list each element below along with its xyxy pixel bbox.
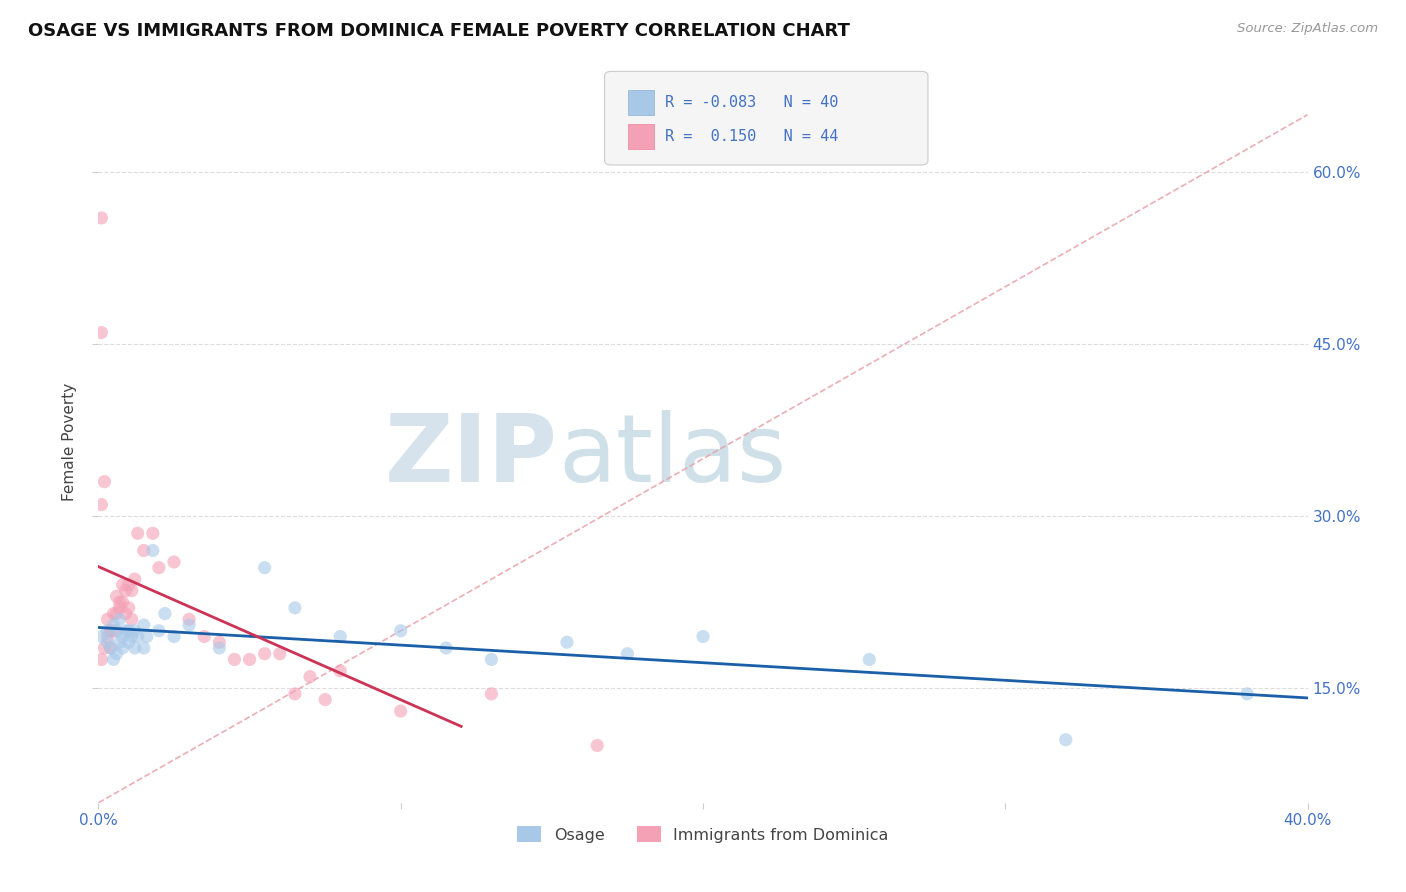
Point <box>90 498 112 512</box>
Text: Source: ZipAtlas.com: Source: ZipAtlas.com <box>1237 22 1378 36</box>
Point <box>90 630 112 644</box>
Point <box>105 590 128 604</box>
Point <box>100 624 122 638</box>
Point <box>1054 732 1077 747</box>
Point <box>481 687 503 701</box>
Point <box>142 543 165 558</box>
Point <box>1236 687 1258 701</box>
Point <box>389 624 412 638</box>
Point <box>105 607 128 621</box>
Point <box>132 640 155 655</box>
Point <box>127 526 149 541</box>
Point <box>124 624 146 638</box>
Point <box>103 652 125 666</box>
Point <box>179 612 201 626</box>
Point <box>299 670 322 684</box>
Point <box>148 560 170 574</box>
Point <box>93 640 115 655</box>
Point <box>103 624 125 638</box>
Point <box>314 692 336 706</box>
Text: OSAGE VS IMMIGRANTS FROM DOMINICA FEMALE POVERTY CORRELATION CHART: OSAGE VS IMMIGRANTS FROM DOMINICA FEMALE… <box>28 22 851 40</box>
Point <box>616 647 638 661</box>
Point <box>111 640 134 655</box>
Point <box>239 652 262 666</box>
Point <box>111 595 134 609</box>
Point <box>555 635 578 649</box>
Point <box>389 704 412 718</box>
Point <box>105 647 128 661</box>
Point <box>118 578 141 592</box>
Point <box>434 640 457 655</box>
Point <box>284 600 307 615</box>
Legend: Osage, Immigrants from Dominica: Osage, Immigrants from Dominica <box>510 820 896 849</box>
Text: ZIP: ZIP <box>385 410 558 502</box>
Point <box>132 618 155 632</box>
Text: R =  0.150   N = 44: R = 0.150 N = 44 <box>665 129 838 144</box>
Point <box>108 595 131 609</box>
Point <box>114 583 136 598</box>
Point <box>329 630 352 644</box>
Point <box>148 624 170 638</box>
Point <box>108 612 131 626</box>
Point <box>90 211 112 225</box>
Point <box>481 652 503 666</box>
Point <box>142 526 165 541</box>
Point <box>269 647 291 661</box>
Point <box>132 543 155 558</box>
Y-axis label: Female Poverty: Female Poverty <box>62 383 77 500</box>
Point <box>118 624 141 638</box>
Point <box>96 635 118 649</box>
Point <box>114 607 136 621</box>
Point <box>121 630 143 644</box>
Point <box>121 583 143 598</box>
Point <box>858 652 880 666</box>
Point <box>105 624 128 638</box>
Point <box>163 630 186 644</box>
Point <box>100 640 122 655</box>
Point <box>329 664 352 678</box>
Point <box>96 630 118 644</box>
Point <box>193 630 215 644</box>
Point <box>111 578 134 592</box>
Point <box>111 630 134 644</box>
Point <box>284 687 307 701</box>
Point <box>96 612 118 626</box>
Point <box>121 612 143 626</box>
Point <box>103 618 125 632</box>
Point <box>100 640 122 655</box>
Point <box>208 640 231 655</box>
Point <box>118 635 141 649</box>
Point <box>586 739 609 753</box>
Text: atlas: atlas <box>558 410 786 502</box>
Point <box>108 600 131 615</box>
Point <box>163 555 186 569</box>
Point <box>153 607 176 621</box>
Point <box>90 652 112 666</box>
Point <box>179 618 201 632</box>
Point <box>135 630 157 644</box>
Point <box>124 572 146 586</box>
Point <box>118 600 141 615</box>
Text: R = -0.083   N = 40: R = -0.083 N = 40 <box>665 95 838 110</box>
Point <box>90 326 112 340</box>
Point <box>253 647 276 661</box>
Point <box>208 635 231 649</box>
Point <box>108 635 131 649</box>
Point <box>96 624 118 638</box>
Point <box>224 652 246 666</box>
Point <box>103 607 125 621</box>
Point <box>127 630 149 644</box>
Point <box>114 624 136 638</box>
Point <box>93 475 115 489</box>
Point <box>253 560 276 574</box>
Point <box>692 630 714 644</box>
Point <box>124 640 146 655</box>
